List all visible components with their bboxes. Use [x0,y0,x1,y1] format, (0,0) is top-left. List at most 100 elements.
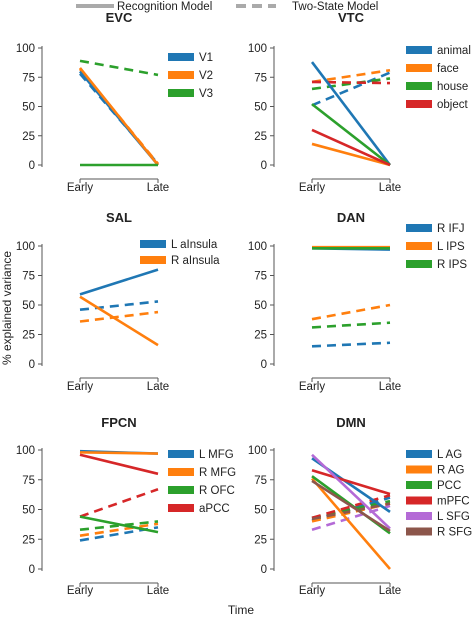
legend-label: L AG [437,449,462,461]
x-tick-label: Late [379,381,401,393]
series-line-two-state [79,310,159,323]
legend-swatch [168,504,194,512]
series-line-two-state [311,303,391,321]
y-tick-label: 75 [22,475,35,487]
y-tick-label: 100 [248,445,267,457]
legend-label: PCC [437,480,461,492]
legend-label: house [437,81,468,93]
legend-swatch [140,240,166,248]
legend-swatch [168,53,194,61]
legend-label: face [437,63,459,75]
series-line-two-state [311,504,391,531]
legend-swatch [168,486,194,494]
legend-label: R MFG [199,467,236,479]
y-tick-label: 25 [22,534,35,546]
legend-swatch [140,256,166,264]
series-line-recognition [79,268,159,296]
series-line-recognition [311,128,391,167]
panel-dmn: DMN 0 25 50 75 100 Early Late L AG R AG PCC mPFC L S… [248,415,472,597]
x-tick-label: Early [299,182,325,194]
legend-swatch [406,82,432,90]
panel-fpcn: FPCN 0 25 50 75 100 Early Late L MFG R MFG R OFC aP… [16,415,236,597]
series-line-two-state [311,77,391,91]
series-line-recognition [311,477,391,570]
legend-label: V2 [199,70,213,82]
series-line-recognition [311,468,391,496]
legend-swatch [406,242,432,250]
y-tick-label: 25 [254,534,267,546]
legend-label: R OFC [199,485,235,497]
y-tick-label: 50 [22,102,35,114]
y-tick-label: 50 [254,505,267,517]
series-line-two-state [311,341,391,348]
legend-swatch [406,450,432,458]
legend-swatch [406,64,432,72]
legend-swatch [406,46,432,54]
legend-label: R IFJ [437,223,464,235]
legend-swatch [168,468,194,476]
legend-swatch [168,450,194,458]
series-line-two-state [79,522,159,537]
legend-swatch [406,100,432,108]
x-tick-label: Early [67,381,93,393]
series-line-recognition [79,451,159,455]
panel-title: VTC [338,10,365,25]
series-line-recognition [311,103,391,167]
x-tick-label: Early [67,585,93,597]
chart-panels: EVC 0 25 50 75 100 Early Late V1 V2 V3 VTC 0 25 50 75 10… [16,10,472,597]
legend-swatch [168,89,194,97]
x-tick-label: Early [67,182,93,194]
y-tick-label: 75 [254,475,267,487]
panel-title: FPCN [101,415,136,430]
y-tick-label: 50 [254,300,267,312]
series-line-two-state [311,493,391,520]
series-line-two-state [311,321,391,329]
y-tick-label: 25 [254,330,267,342]
legend-label: L SFG [437,511,470,523]
series-line-two-state [311,496,391,522]
x-tick-label: Early [299,585,325,597]
y-tick-label: 25 [254,131,267,143]
legend-label: object [437,99,468,111]
legend-swatch [406,527,432,536]
series-line-recognition [311,142,391,167]
y-axis-label: % explained variance [0,251,14,365]
legend-label: R SFG [437,527,472,539]
legend-label: R AG [437,465,465,477]
y-tick-label: 100 [248,43,267,55]
x-tick-label: Late [147,585,169,597]
y-tick-label: 75 [22,72,35,84]
panel-title: EVC [106,10,133,25]
series-line-recognition [79,453,159,476]
y-tick-label: 50 [22,505,35,517]
series-line-two-state [79,520,159,532]
y-tick-label: 0 [261,564,267,576]
panel-sal: SAL 0 25 50 75 100 Early Late L aInsula R aInsula [16,210,220,393]
legend-label: animal [437,45,471,57]
y-tick-label: 25 [22,131,35,143]
y-tick-label: 100 [248,241,267,253]
panel-evc: EVC 0 25 50 75 100 Early Late V1 V2 V3 [16,10,213,194]
legend-swatch [406,224,432,232]
y-tick-label: 0 [29,564,35,576]
legend-swatch [406,260,432,268]
series-line-recognition [78,67,160,166]
y-tick-label: 100 [16,43,35,55]
legend-swatch [406,512,432,520]
panel-dan: DAN 0 25 50 75 100 Early Late R IFJ L IPS R IPS [248,210,468,393]
x-tick-label: Late [147,381,169,393]
legend-label: L aInsula [171,239,218,251]
y-tick-label: 75 [22,271,35,283]
legend-dashed-label: Two-State Model [292,1,378,13]
legend-label: L IPS [437,241,465,253]
legend-label: R IPS [437,259,467,271]
x-tick-label: Late [379,182,401,194]
panel-title: SAL [106,210,132,225]
legend-swatch [406,496,432,505]
panel-title: DAN [337,210,365,225]
legend-swatch [406,465,432,474]
series-line-recognition [311,479,391,533]
y-tick-label: 75 [254,271,267,283]
y-tick-label: 0 [261,160,267,172]
series-line-recognition [79,295,159,347]
